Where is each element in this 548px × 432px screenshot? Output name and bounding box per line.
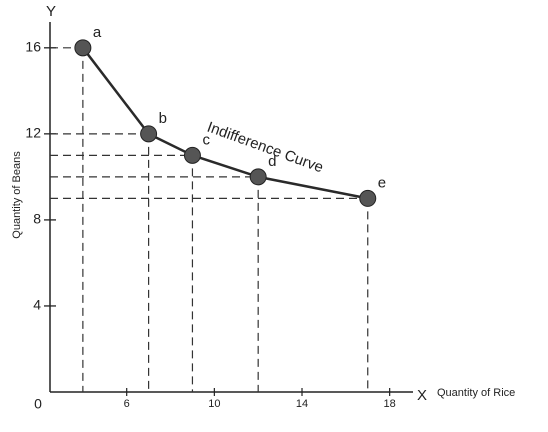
y-tick-label: 16: [25, 39, 41, 55]
x-tick-label: 14: [296, 398, 308, 410]
point: [140, 125, 158, 143]
point-label: d: [268, 153, 276, 170]
y-tick-label: 12: [25, 125, 41, 141]
point-label: e: [378, 174, 386, 191]
point: [359, 189, 377, 207]
x-tick-label: 10: [208, 398, 220, 410]
x-tick-label: 6: [124, 398, 130, 410]
x-axis-label: Quantity of Rice: [437, 387, 515, 399]
y-axis-letter: Y: [46, 3, 56, 20]
point: [249, 168, 267, 186]
point-label: a: [93, 24, 102, 41]
x-axis-letter: X: [417, 387, 427, 404]
point: [74, 39, 92, 57]
point: [183, 146, 201, 164]
curve-annotation: Indifference Curve: [205, 119, 326, 177]
y-axis-label: Quantity of Beans: [11, 151, 23, 239]
origin-label: 0: [34, 396, 42, 412]
point-label: c: [202, 131, 210, 148]
y-tick-label: 8: [33, 211, 41, 227]
x-tick-label: 18: [384, 398, 396, 410]
point-label: b: [159, 110, 167, 127]
y-tick-label: 4: [33, 297, 41, 313]
